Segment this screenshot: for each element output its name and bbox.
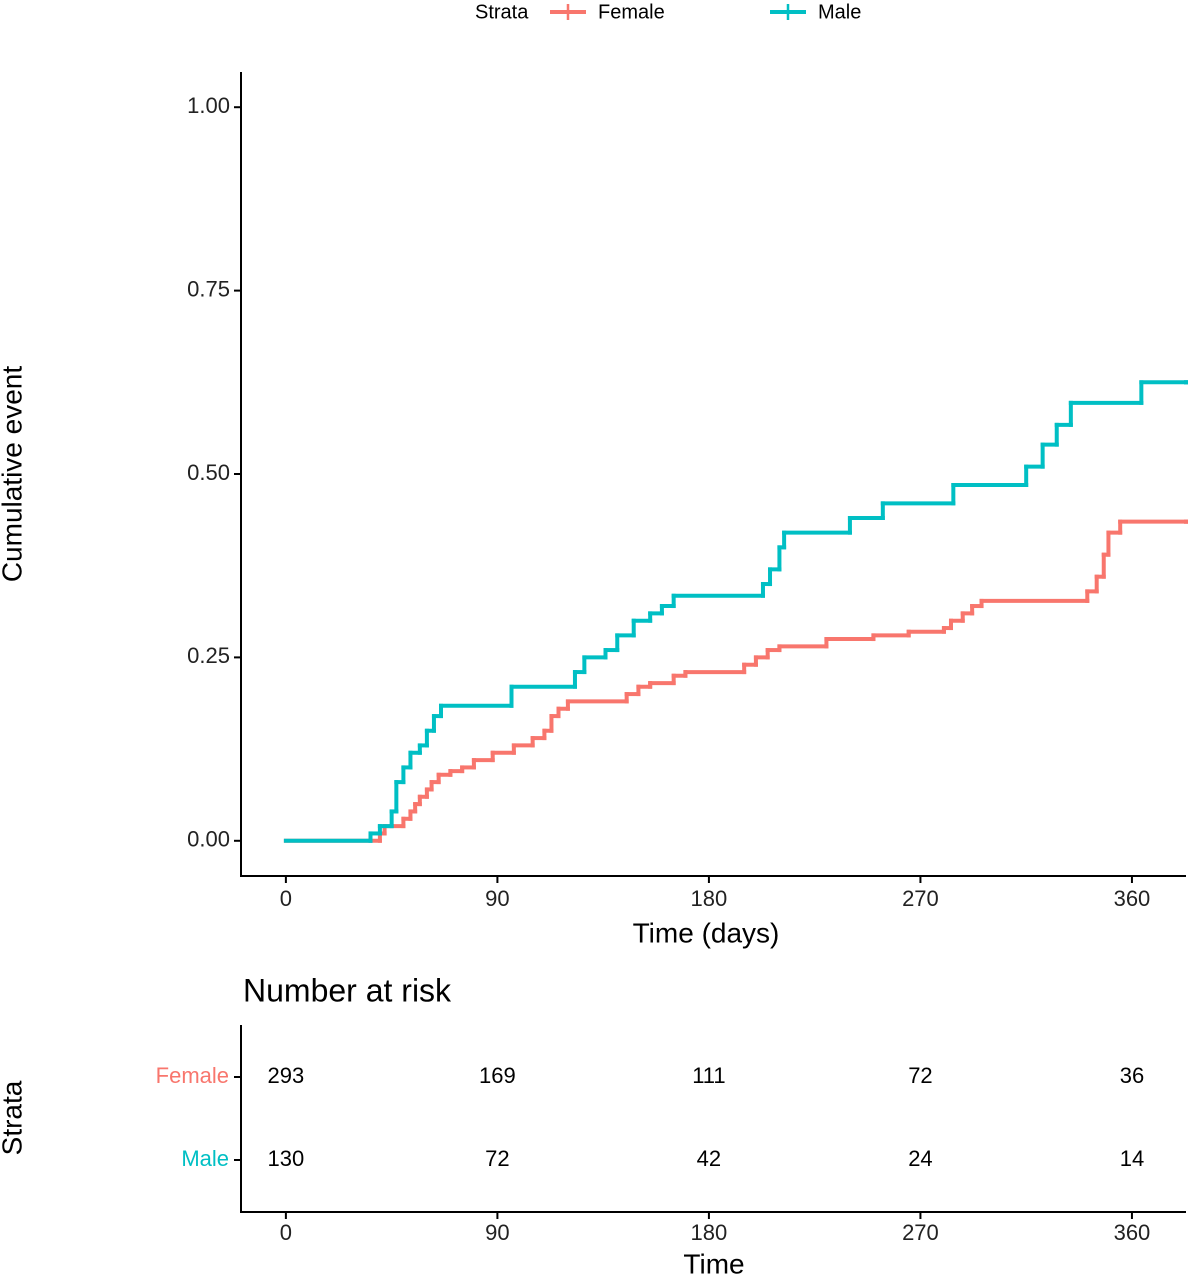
y-tick-label: 0.00 xyxy=(187,827,230,852)
legend-key-plus xyxy=(780,4,796,20)
table-x-title: Time xyxy=(683,1248,744,1279)
row-label: Female xyxy=(156,1063,229,1088)
y-tick-label: 1.00 xyxy=(187,93,230,118)
x-tick-label: 180 xyxy=(691,1220,728,1245)
row-label: Male xyxy=(181,1146,229,1171)
risk-count: 24 xyxy=(908,1146,932,1171)
legend-label: Female xyxy=(598,1,665,23)
y-axis-title: Cumulative event xyxy=(0,366,27,583)
x-tick-label: 0 xyxy=(280,886,292,911)
table-y-title: Strata xyxy=(0,1080,27,1155)
risk-count: 293 xyxy=(268,1063,305,1088)
table-title: Number at risk xyxy=(243,972,452,1008)
legend-title: Strata xyxy=(475,1,529,23)
risk-count: 72 xyxy=(485,1146,509,1171)
legend-label: Male xyxy=(818,1,861,23)
legend-key-plus xyxy=(560,4,576,20)
x-tick-label: 270 xyxy=(902,886,939,911)
y-tick-label: 0.75 xyxy=(187,276,230,301)
risk-count: 130 xyxy=(268,1146,305,1171)
risk-count: 169 xyxy=(479,1063,516,1088)
x-tick-label: 90 xyxy=(485,1220,509,1245)
x-axis-title: Time (days) xyxy=(633,917,780,948)
x-tick-label: 270 xyxy=(902,1220,939,1245)
risk-count: 42 xyxy=(697,1146,721,1171)
risk-count: 14 xyxy=(1120,1146,1144,1171)
x-tick-label: 360 xyxy=(1114,1220,1151,1245)
y-tick-label: 0.25 xyxy=(187,643,230,668)
risk-count: 72 xyxy=(908,1063,932,1088)
x-tick-label: 90 xyxy=(485,886,509,911)
x-tick-label: 0 xyxy=(280,1220,292,1245)
risk-count: 36 xyxy=(1120,1063,1144,1088)
x-tick-label: 360 xyxy=(1114,886,1151,911)
y-tick-label: 0.50 xyxy=(187,460,230,485)
risk-count: 111 xyxy=(692,1063,725,1088)
x-tick-label: 180 xyxy=(691,886,728,911)
